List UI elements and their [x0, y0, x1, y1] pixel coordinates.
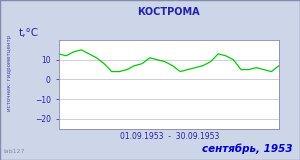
Text: t,°C: t,°C: [19, 28, 39, 38]
Text: 01.09.1953  -  30.09.1953: 01.09.1953 - 30.09.1953: [120, 132, 219, 141]
Text: lab127: lab127: [3, 149, 25, 154]
Text: источник: гидрометцентр: источник: гидрометцентр: [8, 35, 13, 112]
Text: сентябрь, 1953: сентябрь, 1953: [202, 143, 292, 154]
Text: КОСТРОМА: КОСТРОМА: [137, 7, 199, 17]
